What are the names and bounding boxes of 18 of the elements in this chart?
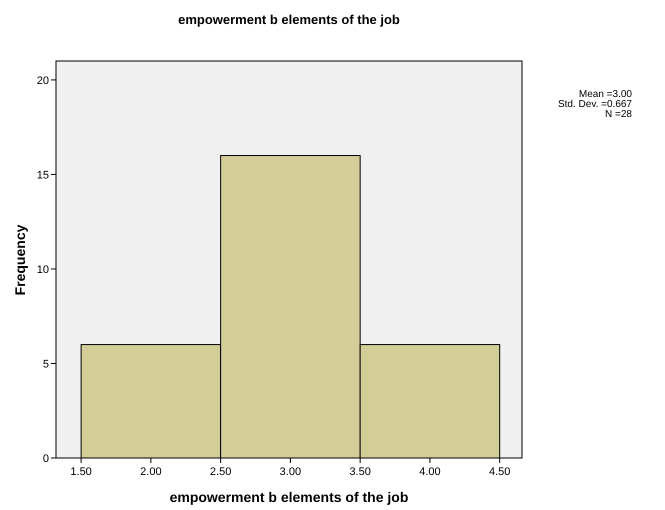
text: Mean =3.00	[578, 89, 632, 100]
x-tick-label: 3.50	[349, 466, 371, 478]
text: N =28	[605, 109, 632, 120]
x-axis-title: empowerment b elements of the job	[170, 489, 408, 505]
chart-title: empowerment b elements of the job	[178, 12, 400, 27]
y-tick-label: 0	[42, 452, 49, 465]
x-tick-label: 2.50	[210, 466, 232, 478]
y-tick-label: 20	[36, 74, 49, 87]
x-tick-label: 4.50	[488, 466, 510, 478]
y-axis-title: Frequency	[12, 224, 28, 296]
y-tick-label: 15	[36, 169, 49, 182]
x-tick-label: 3.00	[280, 466, 302, 478]
x-tick-label: 1.50	[70, 466, 92, 478]
text: Std. Dev. =0.667	[558, 99, 632, 110]
x-tick-label: 4.00	[419, 466, 441, 478]
y-tick-label: 10	[36, 264, 49, 276]
y-tick-label: 5	[42, 358, 49, 370]
x-tick-label: 2.00	[140, 466, 162, 478]
